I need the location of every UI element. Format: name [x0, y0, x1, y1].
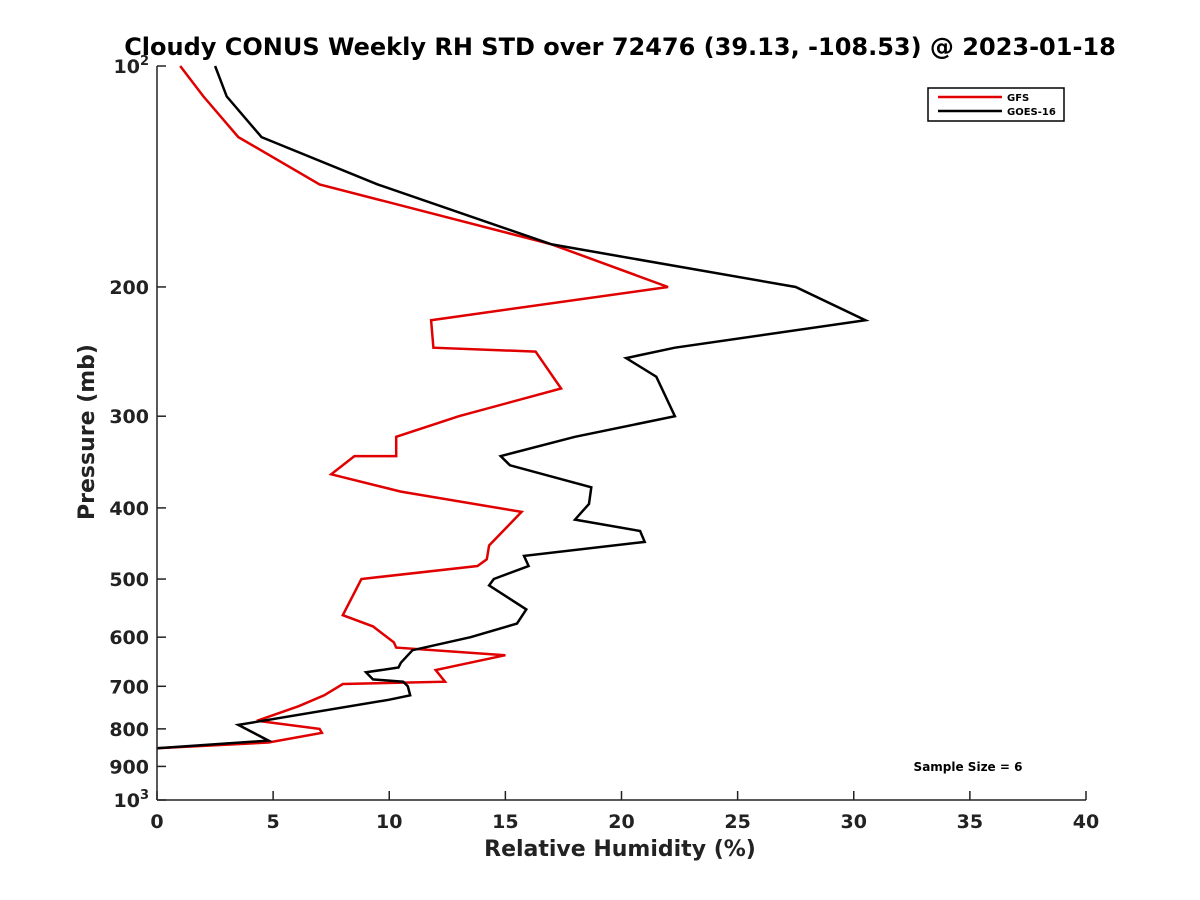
- y-tick-label: 102: [114, 54, 150, 78]
- x-tick-label: 30: [841, 811, 867, 833]
- y-axis-label: Pressure (mb): [75, 344, 100, 520]
- x-tick-label: 25: [724, 811, 750, 833]
- legend: GFS GOES-16: [927, 87, 1065, 122]
- y-tick-exponent: 3: [140, 788, 149, 803]
- x-tick-label: 35: [957, 811, 983, 833]
- y-tick-label: 200: [109, 277, 149, 299]
- plot-axes-frame: [157, 66, 1086, 800]
- x-tick-label: 5: [267, 811, 280, 833]
- chart-title: Cloudy CONUS Weekly RH STD over 72476 (3…: [124, 33, 1116, 61]
- series-line-goes16: [156, 65, 870, 750]
- plot-lines: [156, 65, 870, 750]
- x-tick-label: 0: [150, 811, 163, 833]
- legend-label-goes16: GOES-16: [1007, 107, 1056, 118]
- y-tick-label: 600: [109, 627, 149, 649]
- x-tick-label: 10: [376, 811, 402, 833]
- y-tick-label: 900: [109, 756, 149, 778]
- y-tick-label: 400: [109, 498, 149, 520]
- x-tick-label: 40: [1073, 811, 1099, 833]
- y-tick-label: 700: [109, 676, 149, 698]
- sample-size-annotation: Sample Size = 6: [914, 760, 1023, 774]
- x-tick-label: 20: [608, 811, 634, 833]
- y-axis: 102 200 300 400 500 600 700 800 900 103: [109, 54, 166, 812]
- y-tick-label: 500: [109, 569, 149, 591]
- x-axis: 0 5 10 15 20 25 30 35 40: [150, 791, 1099, 833]
- legend-box: [927, 87, 1065, 122]
- y-tick-label: 300: [109, 406, 149, 428]
- y-tick-label: 800: [109, 719, 149, 741]
- series-line-gfs: [156, 65, 669, 750]
- y-tick-exponent: 2: [140, 54, 149, 69]
- y-tick-label: 103: [114, 788, 150, 812]
- x-tick-label: 15: [492, 811, 518, 833]
- legend-label-gfs: GFS: [1007, 93, 1029, 104]
- x-axis-label: Relative Humidity (%): [484, 837, 756, 862]
